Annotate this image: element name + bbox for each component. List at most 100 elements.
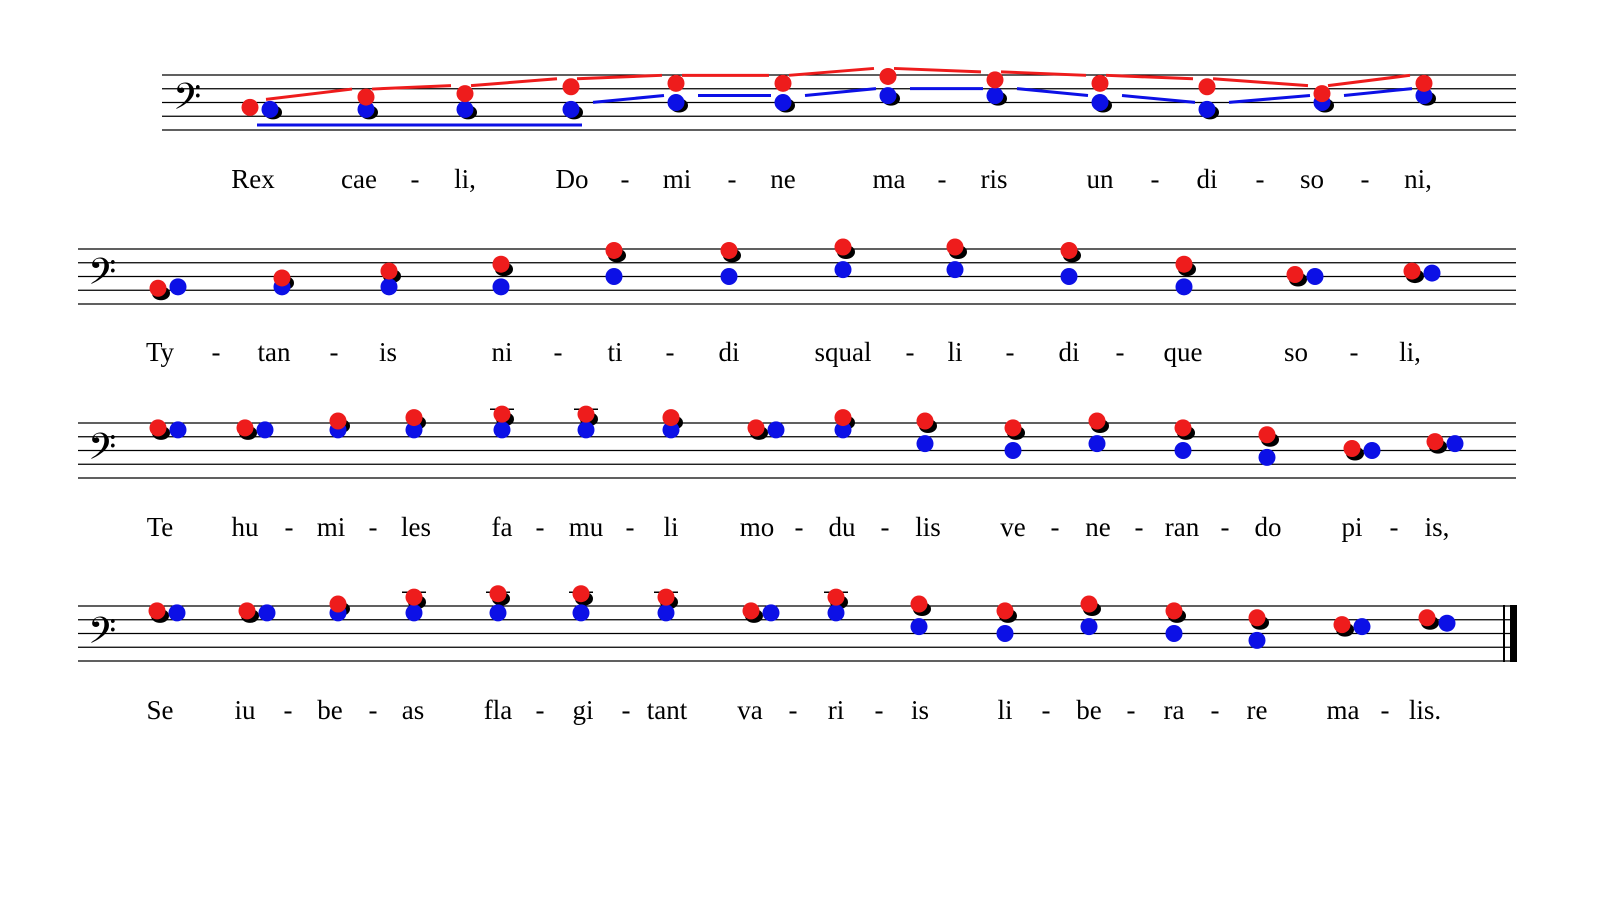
lyric-syllable: Rex (231, 164, 275, 194)
staff-lines-2 (78, 248, 1516, 305)
lyric-syllable: Do (556, 164, 589, 194)
lyrics-3: Te hu - mi - les fa - mu - li mo - du - lis ve - ne - ran - do… (147, 512, 1450, 542)
syllable-hyphen: - (622, 695, 631, 725)
blue-note (572, 604, 590, 622)
blue-contour-segment (1121, 94, 1196, 104)
syllable-hyphen: - (411, 164, 420, 194)
syllable-hyphen: - (1135, 512, 1144, 542)
red-contour-segment (371, 84, 452, 91)
lyric-syllable: mu (569, 512, 604, 542)
syllable-hyphen: - (285, 512, 294, 542)
lyric-syllable: tant (647, 695, 688, 725)
blue-note (986, 87, 1004, 105)
syllable-hyphen: - (369, 695, 378, 725)
blue-note (657, 604, 675, 622)
red-contour-segment (470, 77, 558, 88)
syllable-hyphen: - (789, 695, 798, 725)
red-note (1004, 419, 1022, 437)
blue-note (261, 100, 279, 118)
red-note (834, 409, 852, 427)
red-contour-segment (265, 87, 353, 101)
system-3: 𝄢 Te hu - mi - les fa - mu - li mo - du - lis ve - ne - ran -… (78, 405, 1516, 542)
blue-note (405, 604, 423, 622)
red-note (456, 85, 474, 103)
bass-clef-icon: 𝄢 (173, 76, 201, 127)
blue-note (1423, 264, 1441, 282)
lyric-syllable: Ty (146, 337, 175, 367)
lyric-syllable: ma (1327, 695, 1360, 725)
red-note (492, 255, 510, 273)
blue-note (1060, 268, 1078, 285)
red-contour-segment (1105, 73, 1194, 81)
blue-note (168, 604, 186, 622)
lyric-syllable: mi (317, 512, 346, 542)
lyric-syllable: ma (873, 164, 906, 194)
red-note (1313, 85, 1331, 103)
syllable-hyphen: - (1211, 695, 1220, 725)
blue-note (1174, 442, 1192, 459)
blue-note (169, 421, 187, 439)
syllable-hyphen: - (728, 164, 737, 194)
lyric-syllable: li, (454, 164, 476, 194)
lyric-syllable: Te (147, 512, 174, 542)
red-note (1418, 609, 1436, 627)
red-note (236, 419, 254, 437)
blue-note (662, 421, 680, 439)
red-note (1175, 255, 1193, 273)
lyrics-1: Rex cae - li, Do - mi - ne ma - ris un - di - so - ni, (231, 164, 1432, 194)
red-note (241, 98, 259, 116)
blue-note (169, 278, 187, 296)
red-note (774, 74, 792, 92)
red-contour-segment (576, 73, 663, 81)
lyric-syllable: is (379, 337, 397, 367)
lyric-syllable: be (1076, 695, 1102, 725)
syllable-hyphen: - (1361, 164, 1370, 194)
lyric-syllable: fa (492, 512, 513, 542)
bass-clef-icon: 𝄢 (88, 251, 116, 302)
syllable-hyphen: - (1390, 512, 1399, 542)
red-note (1060, 241, 1078, 259)
lyric-syllable: ni, (1404, 164, 1432, 194)
red-note (380, 262, 398, 280)
final-barline (1503, 605, 1517, 662)
lyric-syllable: tan (258, 337, 291, 367)
red-note (562, 78, 580, 96)
blue-note (946, 261, 964, 279)
lyric-syllable: les (401, 512, 431, 542)
syllable-hyphen: - (621, 164, 630, 194)
red-note (405, 588, 423, 606)
lyric-syllable: re (1247, 695, 1268, 725)
lyric-syllable: di (1196, 164, 1217, 194)
syllable-hyphen: - (1256, 164, 1265, 194)
blue-note (1306, 268, 1324, 285)
red-note (605, 241, 623, 259)
red-note (1248, 609, 1266, 627)
blue-note (489, 604, 507, 622)
blue-note (667, 94, 685, 111)
blue-note (493, 421, 511, 439)
lyric-syllable: un (1087, 164, 1115, 194)
red-note (1415, 74, 1433, 92)
blue-note (910, 618, 928, 636)
lyric-syllable: que (1164, 337, 1203, 367)
red-note (405, 409, 423, 427)
lyric-syllable: du (829, 512, 857, 542)
red-note (946, 238, 964, 256)
red-note (148, 602, 166, 620)
lyric-syllable: so (1284, 337, 1308, 367)
syllable-hyphen: - (212, 337, 221, 367)
red-note (577, 405, 595, 423)
red-note (1403, 262, 1421, 280)
syllable-hyphen: - (536, 695, 545, 725)
red-note (1343, 440, 1361, 457)
syllable-hyphen: - (554, 337, 563, 367)
red-note (1088, 412, 1106, 430)
lyric-syllable: ran (1165, 512, 1200, 542)
blue-note (827, 604, 845, 622)
blue-note (1165, 625, 1183, 642)
red-note (1258, 426, 1276, 444)
blue-note (492, 278, 510, 296)
lyric-syllable: ni (491, 337, 512, 367)
red-note (657, 588, 675, 606)
